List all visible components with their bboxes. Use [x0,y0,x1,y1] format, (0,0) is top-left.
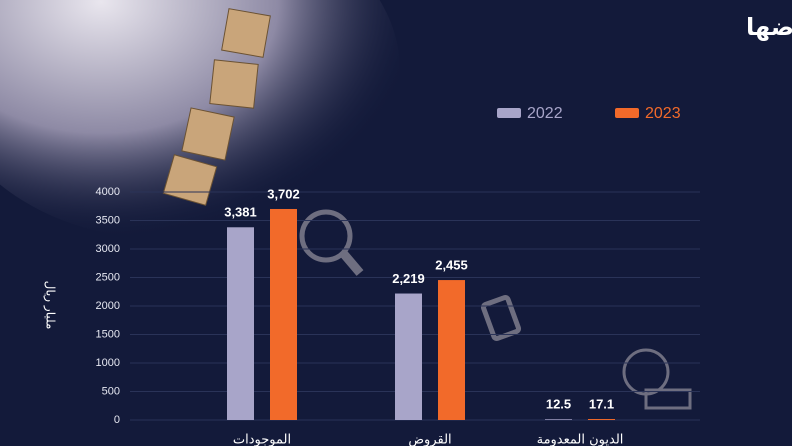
y-tick-label: 0 [114,414,120,426]
bar [270,208,297,420]
y-tick-label: 500 [102,385,120,397]
y-axis-label: مليار ريال [43,281,58,330]
y-tick-label: 2500 [96,271,120,283]
value-label: 2,455 [435,258,468,273]
legend-swatch [497,108,521,118]
y-tick-label: 1000 [96,357,120,369]
value-label: 17.1 [589,396,614,411]
bar [227,227,254,420]
value-label: 3,381 [224,205,257,220]
legend-swatch [615,108,639,118]
value-label: 12.5 [546,397,571,412]
x-tick-label: القروض [408,433,451,446]
y-tick-label: 3500 [96,214,120,226]
value-label: 3,702 [267,186,300,201]
y-tick-label: 2000 [96,300,120,312]
x-tick-label: الديون المعدومة [537,433,624,446]
bar [395,293,422,420]
chart-title: المدرجة مقارنة بأصولها وقروضها [746,11,792,41]
x-tick-label: الموجودات [233,433,291,446]
bar [588,419,615,420]
legend-label: 2022 [527,105,563,122]
icons [299,209,692,410]
bar [545,419,572,420]
y-tick-label: 4000 [96,186,120,198]
value-label: 2,219 [392,271,425,286]
bar [438,280,465,420]
debt-blocks [162,8,271,206]
y-tick-label: 1500 [96,328,120,340]
legend-label: 2023 [645,105,681,122]
y-tick-label: 3000 [96,243,120,255]
